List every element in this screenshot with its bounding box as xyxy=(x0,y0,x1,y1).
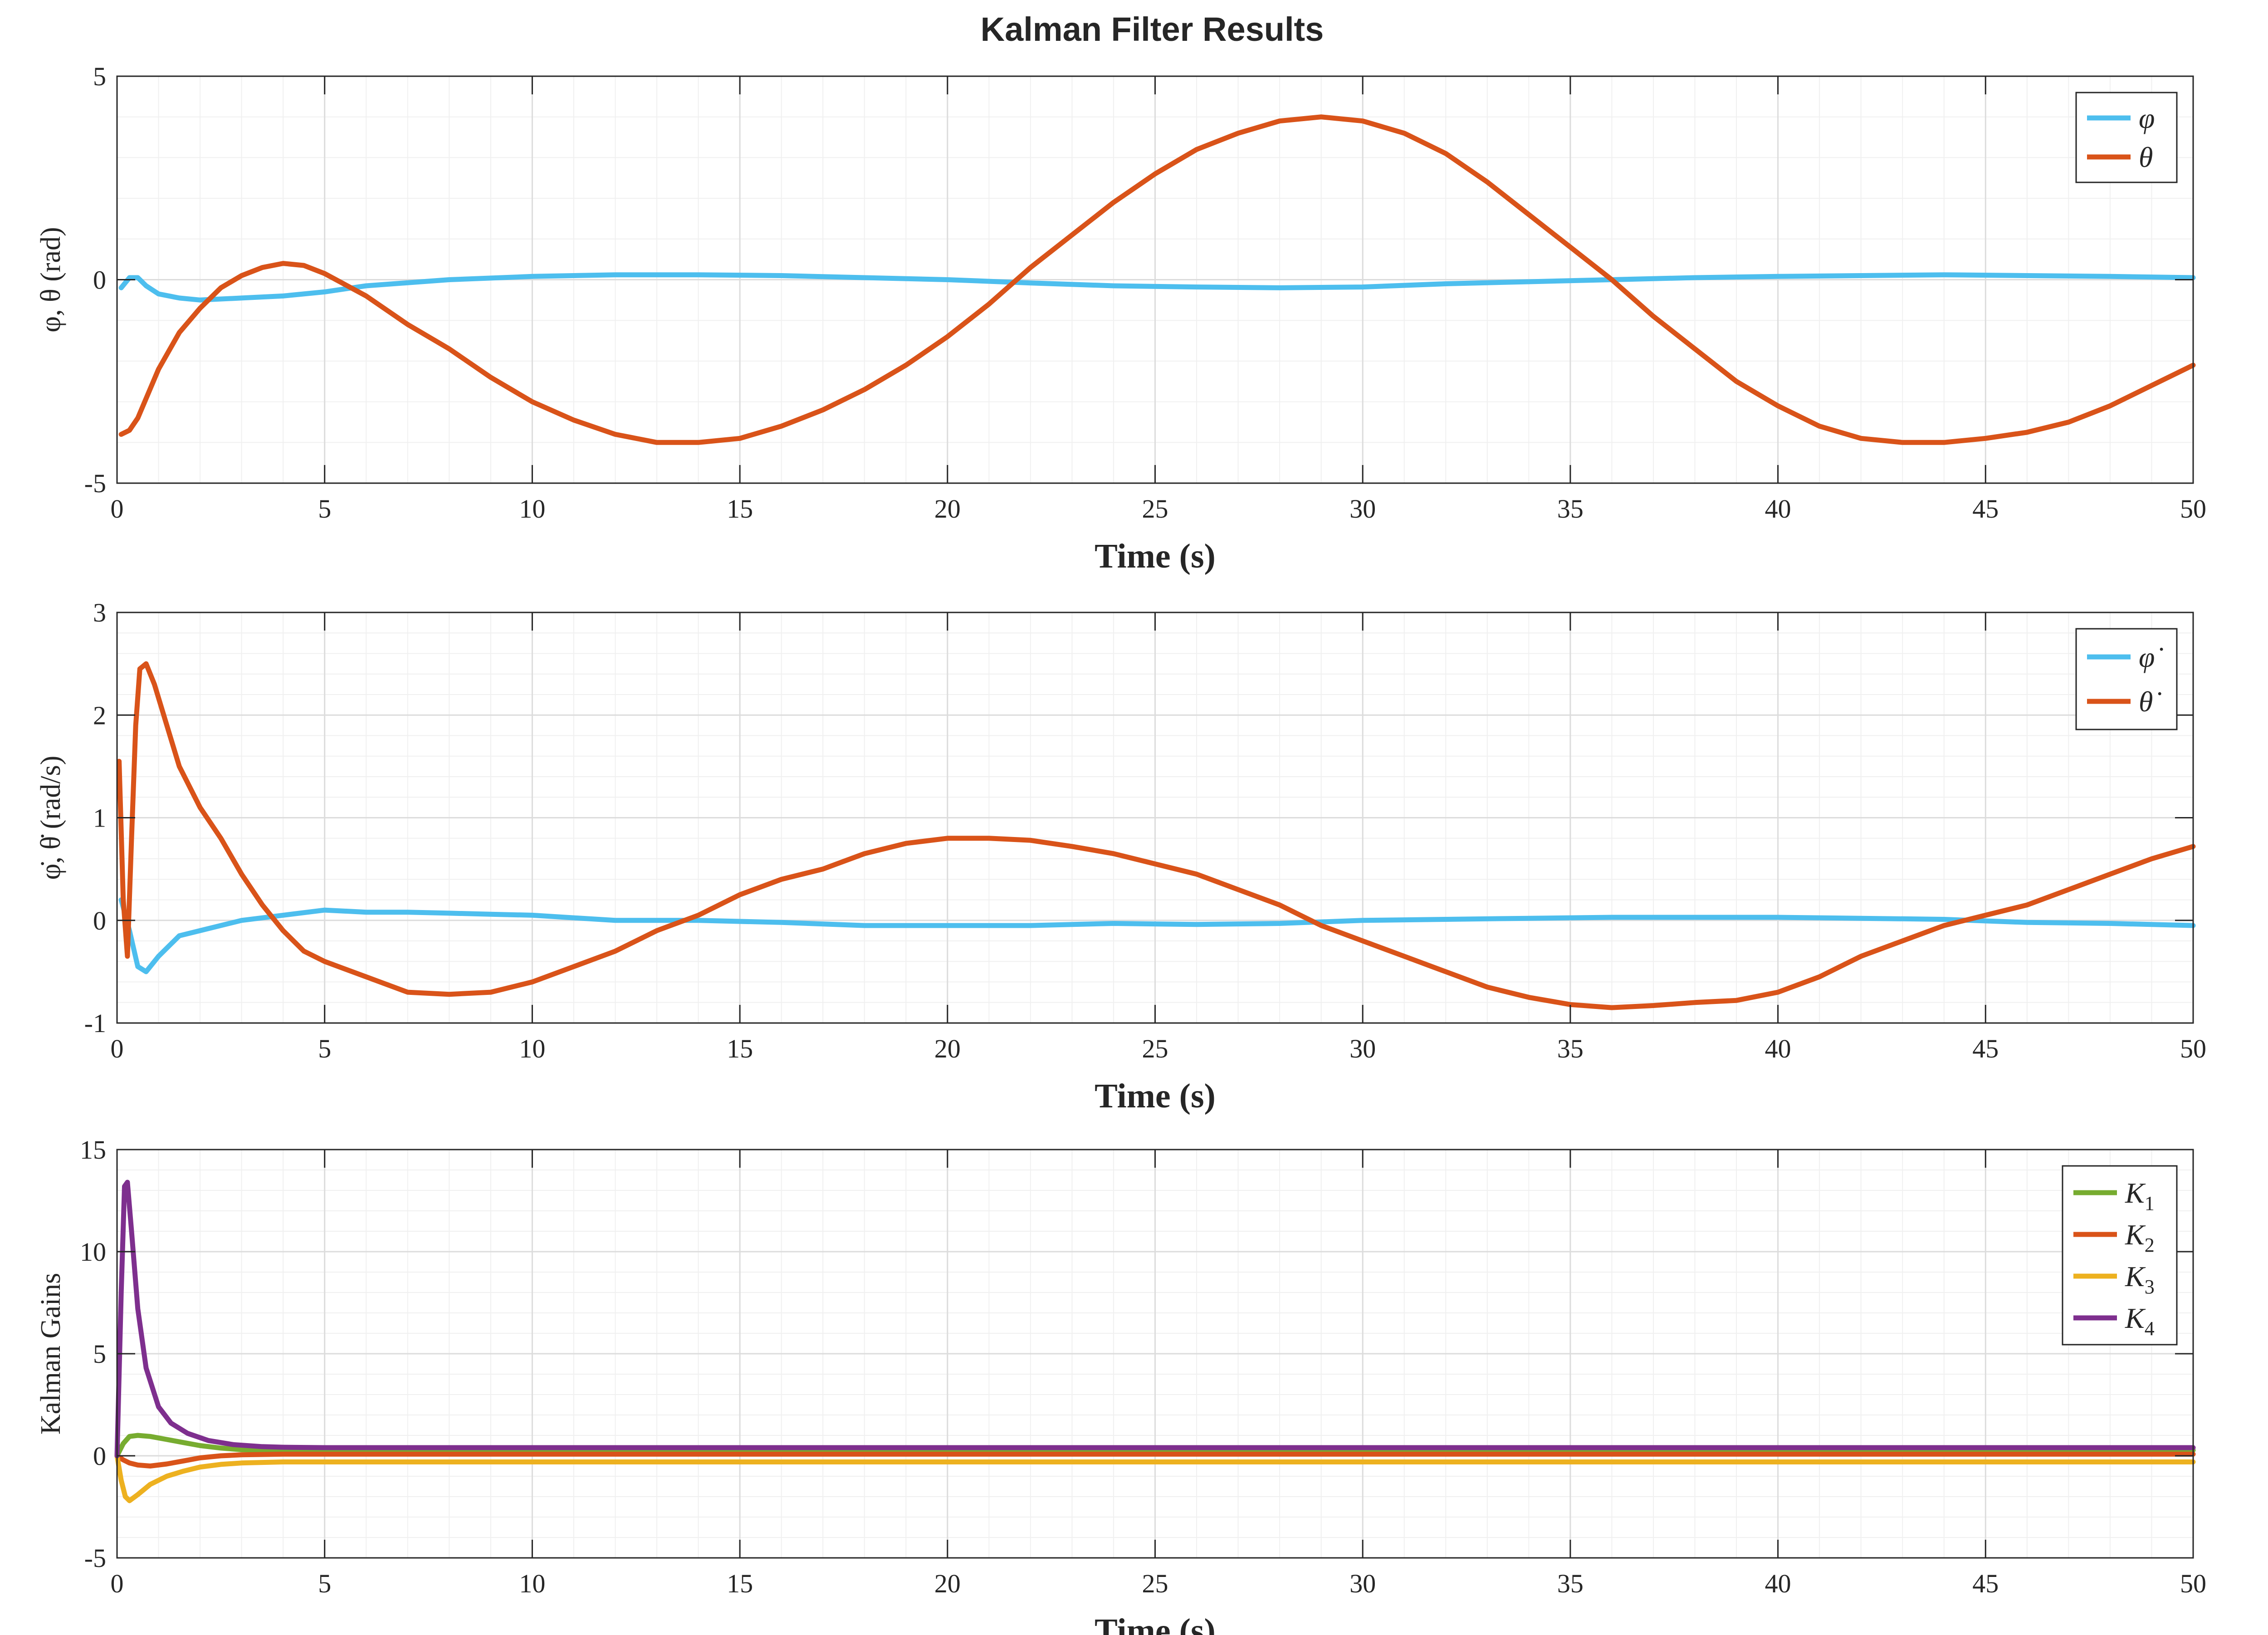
legend-label-2: θ xyxy=(2139,141,2153,173)
y-axis-label: φ̇, θ̇ (rad/s) xyxy=(35,756,66,880)
legend-subscript: 3 xyxy=(2145,1276,2155,1298)
series-line-2 xyxy=(117,661,2196,1010)
y-tick-label: -5 xyxy=(84,1543,106,1573)
series-line-2 xyxy=(118,114,2196,445)
y-tick-label: 3 xyxy=(93,598,106,627)
y-tick-label: 5 xyxy=(93,62,106,91)
x-tick-label: 20 xyxy=(934,1034,961,1063)
y-tick-label: 2 xyxy=(93,700,106,730)
tick-marks xyxy=(116,75,2194,484)
y-tick-label: -5 xyxy=(84,469,106,498)
x-tick-label: 40 xyxy=(1765,1034,1791,1063)
y-tick-label: 0 xyxy=(93,1441,106,1471)
x-tick-label: 0 xyxy=(111,494,124,524)
x-tick-label: 5 xyxy=(318,494,331,524)
y-tick-label: 15 xyxy=(80,1135,106,1165)
series-line-2 xyxy=(114,1451,2196,1469)
x-tick-label: 10 xyxy=(519,1569,545,1598)
x-tick-label: 45 xyxy=(1972,1569,1999,1598)
x-tick-label: 45 xyxy=(1972,494,1999,524)
x-tick-label: 30 xyxy=(1349,1569,1376,1598)
y-tick-label: 10 xyxy=(80,1237,106,1267)
x-tick-label: 30 xyxy=(1349,1034,1376,1063)
x-axis-label: Time (s) xyxy=(1095,1612,1216,1635)
x-axis-label: Time (s) xyxy=(1095,1077,1216,1115)
tick-marks xyxy=(116,1149,2194,1559)
x-tick-label: 25 xyxy=(1142,1034,1168,1063)
legend-subscript: 1 xyxy=(2145,1192,2155,1214)
x-tick-label: 25 xyxy=(1142,494,1168,524)
series-line-3 xyxy=(114,1453,2196,1503)
x-tick-label: 40 xyxy=(1765,494,1791,524)
series-line-4 xyxy=(114,1180,2196,1459)
y-tick-label: -1 xyxy=(84,1008,106,1038)
x-tick-label: 20 xyxy=(934,1569,961,1598)
legend: φθ xyxy=(2075,92,2178,183)
series-line-1 xyxy=(118,272,2196,303)
x-tick-label: 50 xyxy=(2180,1569,2206,1598)
x-tick-label: 0 xyxy=(111,1034,124,1063)
x-tick-label: 50 xyxy=(2180,1034,2206,1063)
x-tick-label: 10 xyxy=(519,494,545,524)
y-axis-label: φ, θ (rad) xyxy=(35,227,66,332)
x-tick-label: 15 xyxy=(727,1034,753,1063)
x-tick-label: 40 xyxy=(1765,1569,1791,1598)
x-tick-label: 35 xyxy=(1557,1034,1584,1063)
x-tick-label: 20 xyxy=(934,494,961,524)
x-tick-label: 50 xyxy=(2180,494,2206,524)
legend-box xyxy=(2062,1165,2178,1346)
y-tick-label: 1 xyxy=(93,803,106,833)
x-tick-label: 15 xyxy=(727,494,753,524)
tick-marks xyxy=(116,612,2194,1024)
legend-box xyxy=(2075,628,2178,730)
y-axis-label: Kalman Gains xyxy=(35,1273,66,1434)
y-tick-label: 0 xyxy=(93,906,106,935)
x-tick-label: 10 xyxy=(519,1034,545,1063)
x-tick-label: 5 xyxy=(318,1034,331,1063)
x-tick-label: 35 xyxy=(1557,494,1584,524)
x-tick-label: 30 xyxy=(1349,494,1376,524)
y-tick-label: 0 xyxy=(93,265,106,295)
series-line-1 xyxy=(118,897,2196,974)
legend-label-1: φ xyxy=(2139,102,2155,134)
y-tick-label: 5 xyxy=(93,1339,106,1369)
legend: φ̇θ̇ xyxy=(2075,628,2178,730)
x-axis-label: Time (s) xyxy=(1095,537,1216,575)
x-tick-label: 35 xyxy=(1557,1569,1584,1598)
x-tick-label: 15 xyxy=(727,1569,753,1598)
legend-subscript: 2 xyxy=(2145,1234,2155,1256)
legend-subscript: 4 xyxy=(2145,1317,2155,1340)
x-tick-label: 25 xyxy=(1142,1569,1168,1598)
legend-box xyxy=(2075,92,2178,183)
x-tick-label: 0 xyxy=(111,1569,124,1598)
series-line-1 xyxy=(114,1433,2196,1459)
x-tick-label: 5 xyxy=(318,1569,331,1598)
figure-title: Kalman Filter Results xyxy=(981,10,1324,48)
x-tick-label: 45 xyxy=(1972,1034,1999,1063)
